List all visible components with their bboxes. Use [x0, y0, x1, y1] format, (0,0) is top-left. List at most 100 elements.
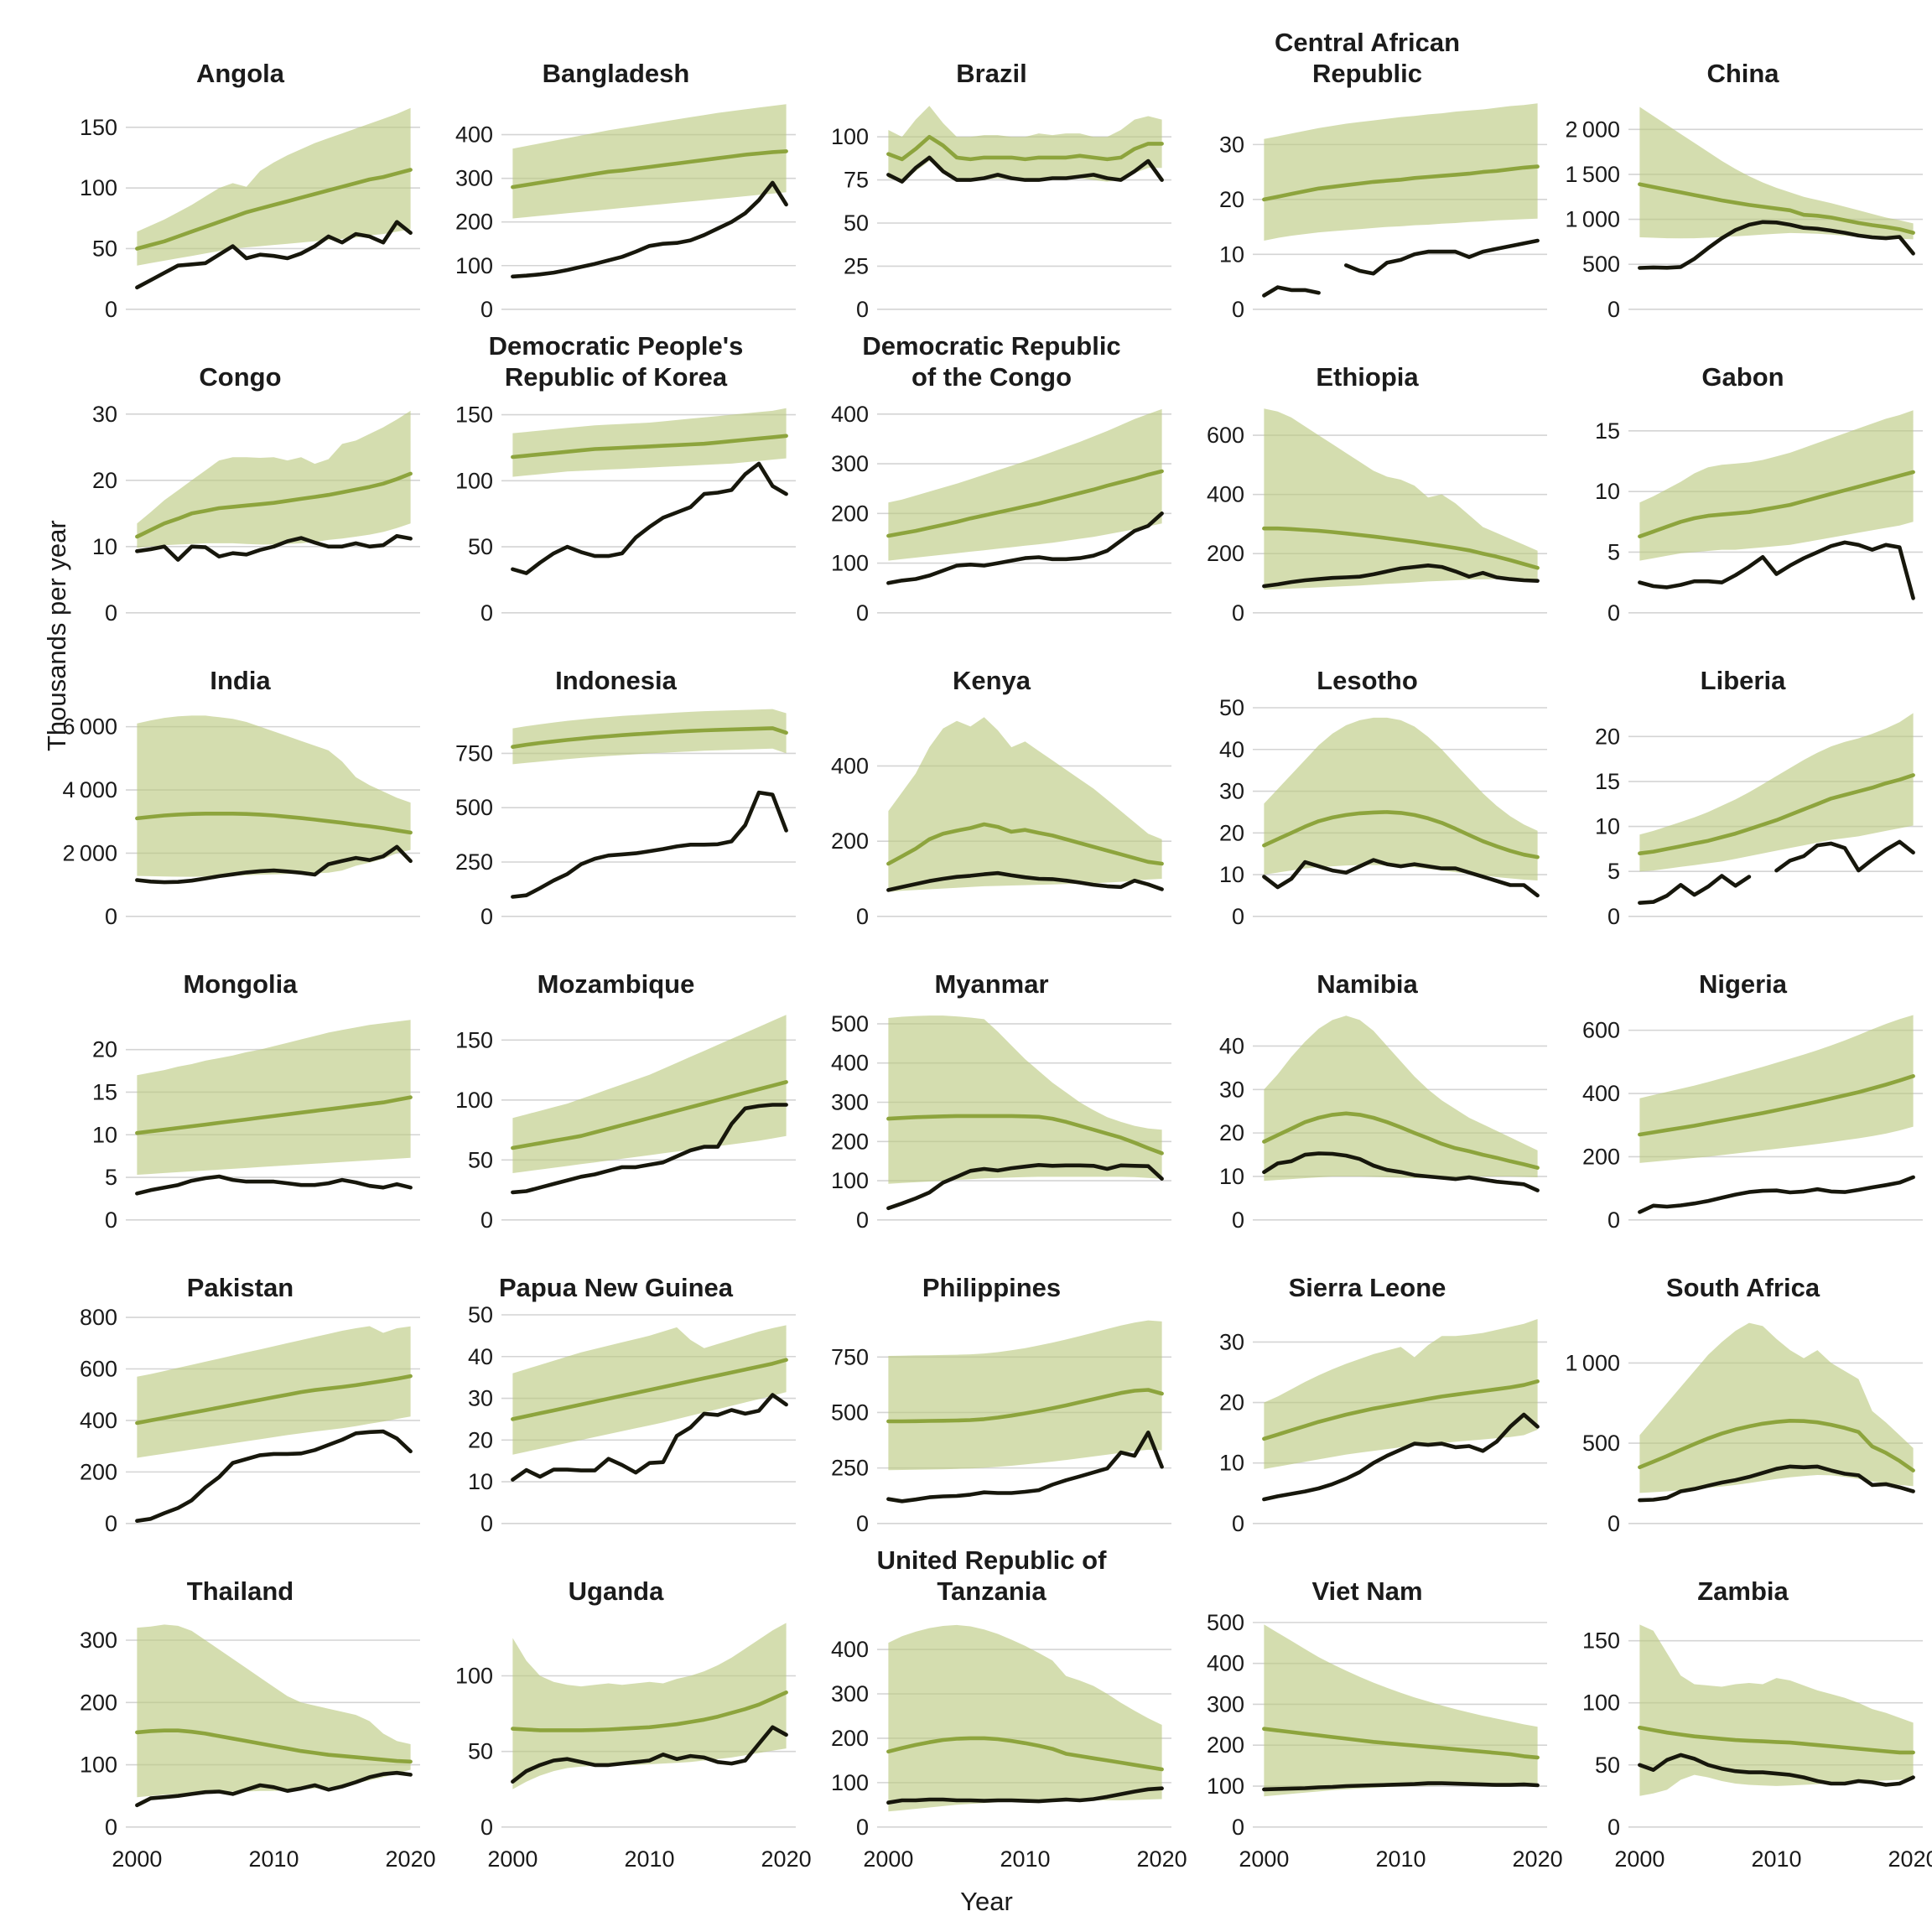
facet-plot: 0 100 200 300 400: [455, 104, 796, 322]
facet-title: China: [1706, 59, 1779, 88]
y-tick-label: 40: [1219, 1033, 1244, 1058]
facet-title: Central African Republic: [1274, 28, 1461, 88]
x-tick-label: 2000: [1614, 1846, 1665, 1872]
notifications-line: [886, 1163, 1164, 1211]
y-tick-label: 500: [1207, 1610, 1244, 1635]
y-tick-label: 50: [468, 534, 493, 559]
uncertainty-band: [137, 107, 411, 266]
notifications-line: [1262, 564, 1540, 589]
facet-plot: 0 100 200 300 400: [831, 402, 1171, 626]
y-tick-label: 0: [1232, 600, 1244, 626]
notifications-line: [135, 220, 413, 290]
y-tick-label: 100: [831, 551, 869, 576]
x-tick-label: 2000: [863, 1846, 913, 1872]
facet-title: Nigeria: [1698, 969, 1788, 999]
facet-nigeria: Nigeria 0 200 400 600: [1556, 932, 1929, 1236]
y-tick-label: 0: [856, 1815, 869, 1840]
notifications-line: [886, 870, 1164, 892]
y-tick-label: 750: [831, 1344, 869, 1369]
uncertainty-band: [1639, 1015, 1914, 1163]
estimate-line: [511, 1358, 788, 1421]
notifications-line: [1262, 1151, 1540, 1192]
x-tick-label: 2000: [112, 1846, 162, 1872]
facet-plot: 0 200 400 600: [1207, 408, 1547, 626]
x-tick-label: 2010: [1751, 1846, 1801, 1872]
facet-title: Sierra Leone: [1288, 1273, 1446, 1302]
facet-namibia: Namibia 0 10 20 30 40: [1181, 932, 1554, 1236]
y-tick-label: 50: [468, 1302, 493, 1327]
facet-lesotho: Lesotho 0 10 20 30 40 50: [1181, 629, 1554, 932]
estimate-line: [135, 1095, 413, 1135]
facet-plot: 0 500 1 000 1 500 2 000: [1566, 106, 1923, 322]
facet-plot: 0 100 200 300 400 2000 2010 2020: [831, 1624, 1187, 1872]
y-tick-label: 30: [468, 1386, 493, 1411]
y-tick-label: 100: [831, 124, 869, 149]
notifications-line: [886, 1431, 1164, 1504]
facet-title: Democratic Republic of the Congo: [862, 331, 1121, 392]
y-tick-label: 100: [455, 253, 493, 278]
estimate-line: [135, 1728, 413, 1764]
facet-grid: Angola 0 50 100 150 Bangladesh 0 100 200 300 400 Br…: [54, 22, 1932, 1875]
facet-plot: 0 5 10 15 20: [92, 1020, 420, 1233]
notifications-line: [1262, 1781, 1540, 1792]
y-tick-label: 0: [480, 600, 493, 626]
facet-title: Uganda: [568, 1576, 664, 1606]
facet-indonesia: Indonesia 0 250 500 750: [429, 629, 802, 932]
y-tick-label: 0: [1607, 1208, 1620, 1233]
facet-plot: 0 250 500 750: [455, 709, 796, 929]
y-tick-label: 15: [1595, 418, 1620, 444]
notifications-line: [886, 512, 1164, 585]
y-tick-label: 0: [856, 904, 869, 929]
y-tick-label: 30: [1219, 1329, 1244, 1354]
facet-plot: 0 100 200 300 400 500: [831, 1011, 1171, 1233]
y-tick-label: 40: [468, 1344, 493, 1369]
y-tick-label: 0: [1232, 1511, 1244, 1536]
y-tick-label: 400: [831, 753, 869, 778]
x-tick-label: 2000: [1239, 1846, 1289, 1872]
y-tick-label: 0: [1232, 904, 1244, 929]
estimate-line: [511, 149, 788, 190]
uncertainty-band: [888, 717, 1162, 892]
facet-myanmar: Myanmar 0 100 200 300 400 500: [805, 932, 1178, 1236]
facet-plot: 0 100 200 300 400 500 2000 2010 2020: [1207, 1610, 1563, 1872]
y-tick-label: 400: [80, 1408, 117, 1433]
y-tick-label: 200: [80, 1690, 117, 1715]
facet-democratic-people-s-republic-of-korea: Democratic People's Republic of Korea 0 50 1…: [429, 325, 802, 629]
uncertainty-band: [512, 104, 787, 219]
y-tick-label: 0: [1607, 904, 1620, 929]
notifications-line: [1262, 858, 1540, 898]
y-tick-label: 5: [1607, 859, 1620, 884]
y-tick-label: 400: [831, 1051, 869, 1076]
y-tick-label: 600: [1582, 1018, 1620, 1043]
facet-plot: 0 50 100 150: [455, 402, 796, 626]
y-tick-label: 600: [1207, 423, 1244, 448]
uncertainty-band: [888, 1015, 1162, 1184]
facet-thailand: Thailand 0 100 200 300 2000 2010 2020: [54, 1540, 436, 1875]
facet-bangladesh: Bangladesh 0 100 200 300 400: [429, 22, 802, 325]
y-tick-label: 0: [1232, 297, 1244, 322]
notifications-line: [135, 1429, 413, 1523]
y-tick-label: 0: [480, 297, 493, 322]
y-tick-label: 200: [1582, 1144, 1620, 1169]
notifications-line: [1344, 238, 1540, 276]
y-tick-label: 30: [92, 402, 117, 427]
y-tick-label: 200: [455, 210, 493, 235]
notifications-line: [1262, 285, 1321, 298]
x-tick-label: 2020: [761, 1846, 812, 1872]
facet-plot: 0 10 20 30: [92, 402, 420, 626]
y-tick-label: 800: [80, 1305, 117, 1330]
y-tick-label: 400: [831, 402, 869, 427]
y-tick-label: 0: [856, 600, 869, 626]
y-tick-label: 100: [1207, 1774, 1244, 1799]
facet-mongolia: Mongolia 0 5 10 15 20: [54, 932, 427, 1236]
facet-title: Ethiopia: [1316, 362, 1419, 392]
y-tick-label: 400: [1207, 482, 1244, 507]
facet-title: Democratic People's Republic of Korea: [488, 331, 744, 392]
facet-plot: 0 10 20 30 40 50: [468, 1302, 796, 1536]
facet-brazil: Brazil 0 25 50 75 100: [805, 22, 1178, 325]
y-tick-label: 100: [831, 1168, 869, 1193]
x-tick-label: 2020: [1888, 1846, 1932, 1872]
facet-title: Brazil: [956, 59, 1027, 88]
uncertainty-band: [1264, 408, 1538, 590]
y-axis-label: Thousands per year: [42, 520, 71, 751]
